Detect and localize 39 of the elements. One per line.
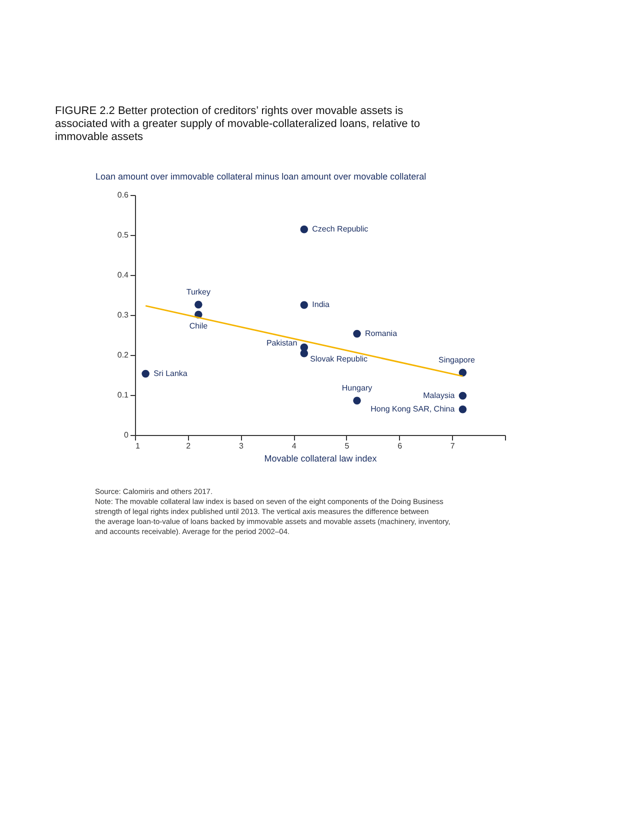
y-axis-title: Loan amount over immovable collateral minus loan amount over movable collateral (96, 172, 426, 182)
x-tick-label: 4 (292, 442, 297, 450)
x-tick-label: 5 (344, 442, 350, 450)
point (458, 406, 467, 414)
y-tick-label: 0.2 (117, 350, 130, 360)
y-tick-label: 0.5 (117, 230, 130, 240)
y-tick-label: 0.3 (117, 310, 130, 320)
x-tick-label: 6 (398, 442, 403, 450)
annotation: Hong Kong SAR, China (370, 404, 456, 414)
point (458, 368, 467, 376)
x-axis-title: Movable collateral law index (264, 454, 378, 464)
annotation: Singapore (438, 356, 476, 365)
point (300, 350, 308, 358)
annotation: Sri Lanka (154, 368, 188, 378)
annotation: Hungary (342, 384, 372, 393)
point (194, 300, 202, 308)
annotation: Czech Republic (312, 224, 368, 234)
chart-title: FIGURE 2.2 Better protection of creditors’ rights over movable assets is associated with a greater supply of movable-collateralized loans, relative to immovable assets (55, 105, 420, 143)
annotation: Romania (365, 328, 398, 338)
y-tick-label: 0.4 (117, 270, 130, 280)
y-tick-label: 0.6 (117, 190, 130, 200)
point (300, 301, 308, 309)
x-tick-label: 2 (186, 442, 192, 450)
point (458, 392, 467, 400)
y-tick-label: 0.1 (117, 390, 130, 400)
annotation: Chile (189, 322, 208, 331)
annotation: India (312, 300, 330, 309)
y-tick-label: 0 (124, 430, 130, 440)
x-tick-label: 3 (238, 442, 244, 450)
x-tick-label: 1 (136, 442, 140, 450)
annotation: Turkey (186, 288, 211, 297)
x-tick-label: 7 (450, 442, 456, 450)
point (353, 330, 361, 338)
annotation: Pakistan (266, 338, 298, 348)
annotation: Malaysia (423, 390, 456, 400)
annotation: Slovak Republic (310, 354, 368, 364)
point (300, 226, 308, 234)
point (353, 396, 361, 404)
point (142, 370, 150, 378)
